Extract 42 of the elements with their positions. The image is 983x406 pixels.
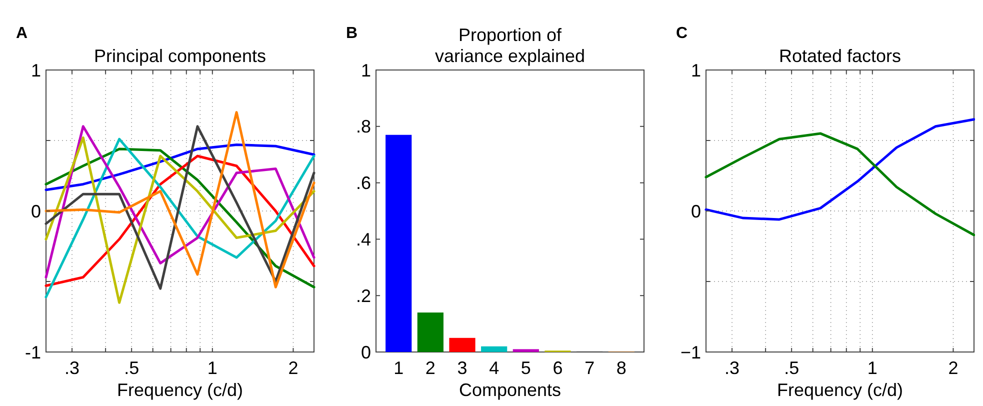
x-tick-label: 2 [425,358,436,378]
x-tick-label: 5 [520,358,531,378]
y-tick-label: .2 [356,286,371,306]
x-tick-label: .5 [784,358,800,378]
x-tick-label: 8 [616,358,626,378]
text: A [16,25,28,42]
x-tick-label: .5 [124,358,140,378]
x-tick-label: 4 [489,358,500,378]
y-tick-label: 0 [690,201,701,222]
x-tick-label: .3 [724,358,740,378]
x-tick-label: 7 [584,358,595,378]
x-tick-label: 2 [948,358,958,378]
y-tick-label: .8 [356,116,371,137]
text: B [346,25,358,42]
x-tick-label: 3 [457,358,468,378]
bar [417,312,444,352]
x-axis-title: Frequency (c/d) [776,380,904,400]
chart-title: Rotated factors [778,46,902,66]
chart-title: Proportion of variance explained [434,25,586,66]
y-tick-label: .4 [356,230,371,250]
y-tick-label: −1 [680,342,701,362]
x-tick-label: 1 [207,358,218,378]
x-tick-label: .3 [64,358,80,378]
text: C [676,25,688,42]
x-tick-label: 1 [867,358,878,378]
bar [481,346,508,352]
x-axis-title: Components [458,380,562,400]
bar [512,349,539,352]
y-tick-label: 1 [360,60,371,80]
y-tick-label: 0 [360,342,371,362]
chart-title: Principal components [94,46,266,66]
y-tick-label: .6 [356,173,371,194]
x-tick-label: 2 [288,358,298,378]
y-tick-label: 1 [30,60,41,80]
bar [449,338,476,352]
y-tick-label: 0 [30,201,41,222]
bar [386,134,412,352]
x-tick-label: 1 [394,358,404,378]
y-tick-label: 1 [690,60,701,80]
x-axis-title: Frequency (c/d) [116,380,244,400]
x-tick-label: 6 [552,358,563,378]
y-tick-label: -1 [24,342,41,362]
